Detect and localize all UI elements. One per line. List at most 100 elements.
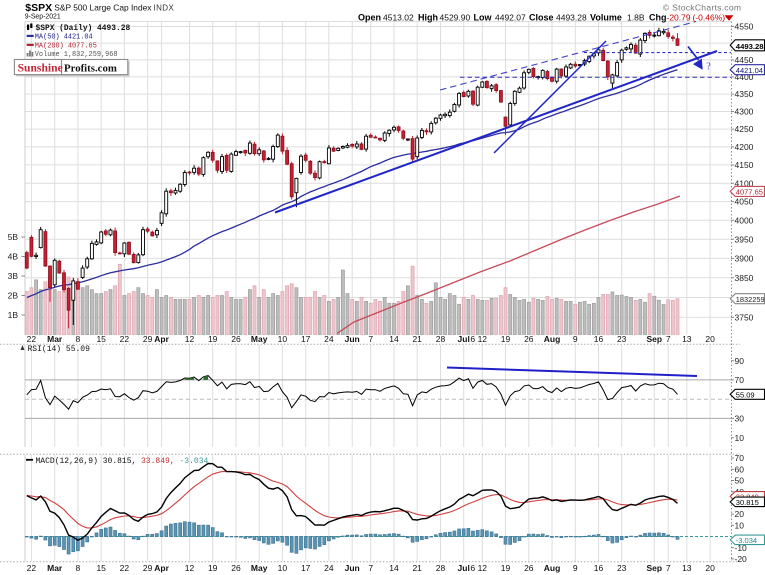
svg-text:70: 70 [735,453,745,463]
svg-text:Sep: Sep [647,563,663,573]
svg-text:9: 9 [573,563,578,573]
svg-text:S&P 500 Large Cap Index: S&P 500 Large Cap Index [54,3,152,13]
svg-text:RSI(14) 55.09: RSI(14) 55.09 [28,345,91,354]
svg-text:24: 24 [324,334,334,344]
svg-text:MA(50) 4421.04: MA(50) 4421.04 [35,34,93,42]
svg-text:20: 20 [735,509,745,519]
svg-text:4400: 4400 [735,72,754,82]
svg-text:70: 70 [735,375,745,385]
svg-text:9-Sep-2021: 9-Sep-2021 [25,13,61,20]
svg-text:-3.034: -3.034 [180,457,209,466]
svg-text:8: 8 [76,563,81,573]
svg-text:10: 10 [278,563,288,573]
svg-text:20: 20 [705,334,715,344]
svg-text:6: 6 [470,563,475,573]
svg-text:19: 19 [208,334,218,344]
svg-text:4450: 4450 [735,55,754,65]
svg-text:Jun: Jun [345,334,360,344]
svg-text:90: 90 [735,356,745,366]
svg-text:-3.034: -3.034 [736,536,757,545]
svg-text:Jun: Jun [345,563,360,573]
svg-text:16: 16 [594,334,604,344]
svg-text:14: 14 [389,334,399,344]
svg-text:22: 22 [120,563,130,573]
svg-text:Open: Open [358,13,381,23]
svg-text:60: 60 [735,464,745,474]
svg-text:?: ? [706,61,711,72]
svg-text:Sep: Sep [647,334,663,344]
svg-text:Apr: Apr [154,334,169,344]
svg-text:29: 29 [143,334,153,344]
svg-text:28: 28 [436,563,446,573]
svg-text:22: 22 [120,334,130,344]
svg-text:4150: 4150 [735,160,754,170]
svg-text:19: 19 [501,334,511,344]
svg-text:14: 14 [389,563,399,573]
svg-text:21: 21 [412,334,422,344]
svg-text:Close: Close [529,13,554,23]
svg-text:MA(200) 4077.65: MA(200) 4077.65 [35,43,97,51]
svg-text:7: 7 [666,334,671,344]
svg-text:15: 15 [96,334,106,344]
svg-text:24: 24 [324,563,334,573]
svg-text:22: 22 [27,563,37,573]
svg-text:26: 26 [524,563,534,573]
svg-text:22: 22 [27,334,37,344]
svg-text:15: 15 [96,563,106,573]
svg-text:$SPX (Daily) 4493.28: $SPX (Daily) 4493.28 [36,24,131,33]
svg-text:4492.07: 4492.07 [495,13,526,23]
svg-text:4100: 4100 [735,178,754,188]
svg-text:Mar: Mar [47,334,63,344]
svg-text:4000: 4000 [735,215,754,225]
svg-text:7: 7 [368,334,373,344]
svg-text:10: 10 [735,433,745,443]
svg-text:8: 8 [76,334,81,344]
svg-text:9: 9 [573,334,578,344]
svg-text:19: 19 [208,563,218,573]
svg-text:INDX: INDX [154,4,175,13]
svg-text:19: 19 [501,563,511,573]
svg-text:17: 17 [301,563,311,573]
svg-text:Sunshine: Sunshine [18,61,63,74]
svg-text:12: 12 [185,334,195,344]
svg-text:4200: 4200 [735,142,754,152]
svg-text:© StockCharts.com: © StockCharts.com [663,2,741,12]
svg-text:4493.28: 4493.28 [556,13,587,23]
svg-text:3900: 3900 [735,254,754,264]
svg-text:13: 13 [682,563,692,573]
svg-text:4250: 4250 [735,124,754,134]
svg-text:4B: 4B [8,252,19,262]
svg-text:High: High [418,13,438,23]
svg-text:4050: 4050 [735,197,754,207]
svg-text:10: 10 [278,334,288,344]
svg-text:May: May [251,563,268,573]
svg-text:21: 21 [412,563,422,573]
svg-text:16: 16 [594,563,604,573]
svg-text:May: May [251,334,268,344]
svg-text:23: 23 [617,334,627,344]
svg-text:3B: 3B [8,271,19,281]
svg-text:3750: 3750 [735,313,754,323]
svg-text:12: 12 [478,334,488,344]
svg-text:28: 28 [436,334,446,344]
svg-text:23: 23 [617,563,627,573]
svg-text:26: 26 [231,334,241,344]
svg-text:Chg: Chg [649,13,667,23]
svg-text:Volume: Volume [590,13,622,23]
svg-text:30: 30 [735,414,745,424]
svg-text:-10: -10 [735,543,748,553]
svg-text:Jul: Jul [458,563,470,573]
svg-text:1832259: 1832259 [736,295,765,304]
svg-text:4077.65: 4077.65 [736,188,763,197]
svg-text:13: 13 [682,334,692,344]
svg-text:26: 26 [524,334,534,344]
svg-text:12: 12 [478,563,488,573]
svg-text:12: 12 [185,563,195,573]
svg-text:7: 7 [666,563,671,573]
svg-text:3850: 3850 [735,273,754,283]
svg-text:30.815: 30.815 [736,498,759,507]
svg-text:2B: 2B [8,291,19,301]
svg-text:10: 10 [735,520,745,530]
svg-text:1B: 1B [8,310,19,320]
svg-text:20: 20 [705,563,715,573]
